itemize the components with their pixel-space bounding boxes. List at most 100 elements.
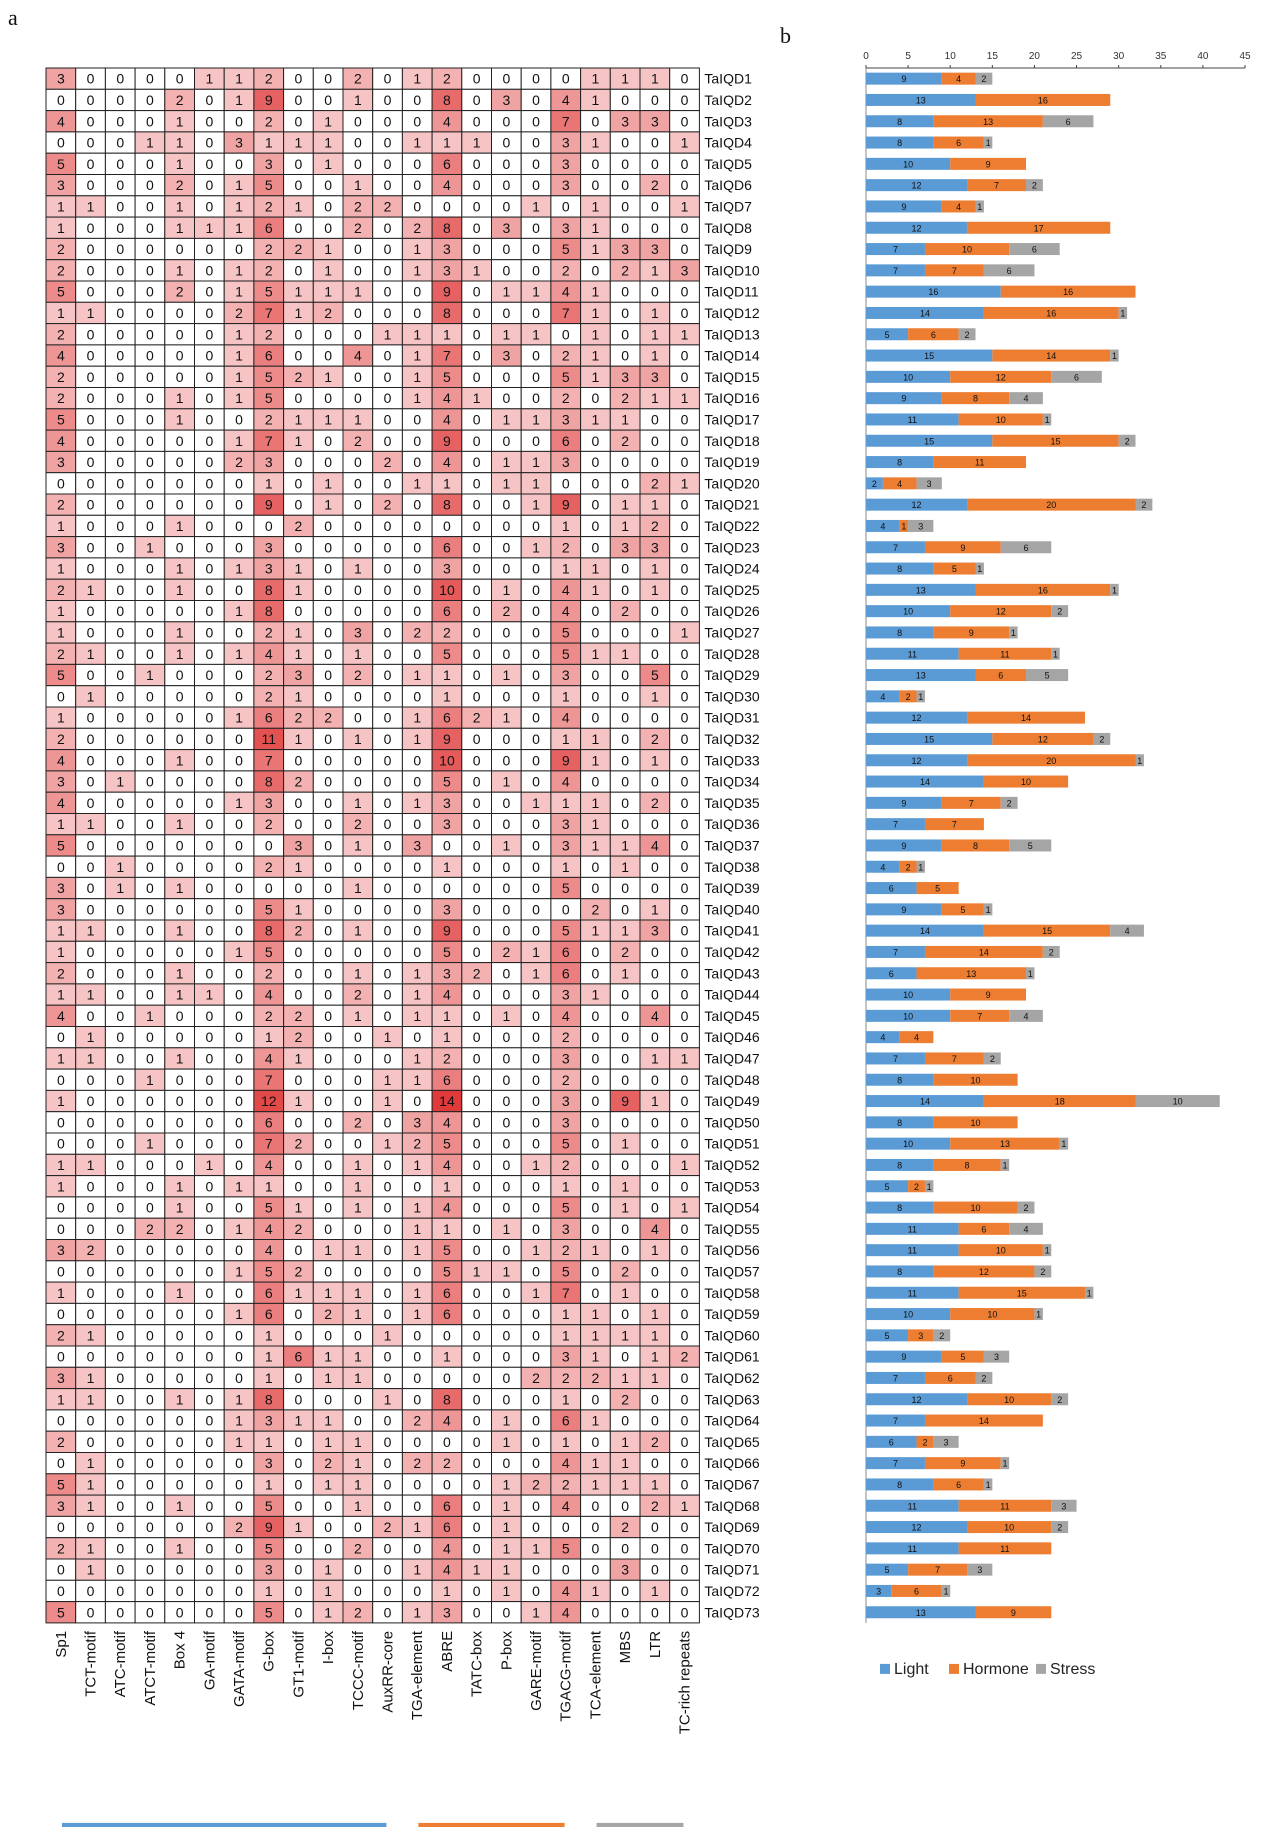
bar-value-label: 10 (970, 1075, 980, 1085)
heatmap-cell-value: 0 (651, 1285, 659, 1301)
heatmap-cell-value: 0 (532, 92, 540, 108)
heatmap-cell-value: 0 (502, 880, 510, 896)
bar-value-label: 2 (1125, 436, 1130, 446)
heatmap-cell-value: 0 (681, 603, 689, 619)
bar-value-label: 14 (979, 947, 989, 957)
heatmap-cell-value: 0 (532, 646, 540, 662)
heatmap-cell-value: 0 (384, 1157, 392, 1173)
heatmap-cell-value: 1 (176, 113, 184, 129)
heatmap-cell-value: 0 (621, 1157, 629, 1173)
heatmap-cell-value: 2 (265, 198, 273, 214)
heatmap-cell-value: 1 (413, 390, 421, 406)
heatmap-cell-value: 0 (384, 92, 392, 108)
heatmap-cell-value: 1 (176, 561, 184, 577)
heatmap-cell-value: 0 (205, 1306, 213, 1322)
heatmap-cell-value: 0 (473, 561, 481, 577)
heatmap-cell-value: 0 (116, 667, 124, 683)
heatmap-cell-value: 1 (651, 752, 659, 768)
heatmap-cell-value: 1 (681, 1157, 689, 1173)
bar-value-label: 8 (897, 1203, 902, 1213)
heatmap-cell-value: 7 (265, 305, 273, 321)
heatmap-cell-value: 0 (176, 1072, 184, 1088)
heatmap-cell-value: 1 (295, 561, 303, 577)
heatmap-cell-value: 1 (473, 135, 481, 151)
bar-value-label: 13 (983, 117, 993, 127)
bar-value-label: 1 (977, 202, 982, 212)
bar-value-label: 14 (1021, 713, 1031, 723)
heatmap-cell-value: 0 (87, 1349, 95, 1365)
heatmap-cell-value: 0 (176, 901, 184, 917)
gene-label: TaIQD1 (704, 71, 752, 87)
gene-label: TaIQD62 (704, 1370, 759, 1386)
heatmap-cell-value: 0 (502, 433, 510, 449)
heatmap-cell-value: 0 (384, 1242, 392, 1258)
heatmap-cell-value: 0 (681, 944, 689, 960)
heatmap-cell-value: 1 (265, 1178, 273, 1194)
heatmap-cell-value: 0 (592, 859, 600, 875)
heatmap-cell-value: 1 (324, 1370, 332, 1386)
heatmap-cell-value: 0 (87, 837, 95, 853)
heatmap-cell-value: 3 (562, 156, 570, 172)
heatmap-cell-value: 1 (384, 1327, 392, 1343)
heatmap-cell-value: 0 (502, 1604, 510, 1620)
bar-value-label: 9 (969, 628, 974, 638)
heatmap-cell-value: 0 (443, 1370, 451, 1386)
heatmap-cell-value: 0 (502, 688, 510, 704)
bar-value-label: 2 (1040, 1267, 1045, 1277)
heatmap-cell-value: 0 (57, 1114, 65, 1130)
heatmap-cell-value: 3 (562, 1093, 570, 1109)
heatmap-cell-value: 0 (532, 1200, 540, 1216)
heatmap-cell-value: 0 (681, 1434, 689, 1450)
heatmap-cell-value: 0 (502, 369, 510, 385)
bar-value-label: 1 (1061, 1139, 1066, 1149)
heatmap-cell-value: 10 (439, 752, 455, 768)
heatmap-cell-value: 0 (324, 1157, 332, 1173)
motif-column-label: TGA-element (409, 1630, 426, 1720)
heatmap-cell-value: 0 (532, 1008, 540, 1024)
heatmap-cell-value: 1 (354, 837, 362, 853)
heatmap-cell-value: 0 (651, 603, 659, 619)
heatmap-cell-value: 1 (87, 1391, 95, 1407)
heatmap-cell-value: 0 (324, 1029, 332, 1045)
heatmap-cell-value: 0 (621, 880, 629, 896)
heatmap-cell-value: 0 (502, 198, 510, 214)
heatmap-cell-value: 1 (532, 326, 540, 342)
bar-value-label: 1 (1120, 308, 1125, 318)
heatmap-cell-value: 0 (176, 497, 184, 513)
heatmap-cell-value: 0 (354, 475, 362, 491)
heatmap-cell-value: 0 (681, 369, 689, 385)
heatmap-cell-value: 0 (324, 1200, 332, 1216)
bar-value-label: 4 (880, 692, 885, 702)
bar-value-label: 13 (916, 671, 926, 681)
heatmap-cell-value: 0 (116, 1072, 124, 1088)
heatmap-cell-value: 0 (116, 1562, 124, 1578)
heatmap-cell-value: 0 (413, 859, 421, 875)
heatmap-cell-value: 8 (265, 582, 273, 598)
heatmap-cell-value: 1 (354, 1008, 362, 1024)
heatmap-cell-value: 1 (681, 475, 689, 491)
heatmap-cell-value: 0 (621, 731, 629, 747)
heatmap-cell-value: 1 (621, 497, 629, 513)
heatmap-cell-value: 3 (413, 1114, 421, 1130)
heatmap-cell-value: 3 (681, 262, 689, 278)
heatmap-cell-value: 0 (413, 433, 421, 449)
bar-value-label: 2 (1032, 181, 1037, 191)
heatmap-cell-value: 0 (532, 688, 540, 704)
heatmap-cell-value: 2 (57, 262, 65, 278)
bar-value-label: 1 (1112, 351, 1117, 361)
legend-label: Hormone (963, 1661, 1029, 1678)
gene-label: TaIQD10 (704, 262, 759, 278)
heatmap-cell-value: 0 (502, 965, 510, 981)
heatmap-cell-value: 0 (205, 667, 213, 683)
heatmap-cell-value: 3 (443, 901, 451, 917)
heatmap-cell-value: 0 (502, 646, 510, 662)
heatmap-cell-value: 0 (681, 646, 689, 662)
bar-value-label: 5 (960, 905, 965, 915)
heatmap-cell-value: 0 (205, 624, 213, 640)
heatmap-cell-value: 0 (205, 582, 213, 598)
gene-label: TaIQD9 (704, 241, 752, 257)
heatmap-cell-value: 0 (592, 1200, 600, 1216)
heatmap-cell-value: 0 (413, 1327, 421, 1343)
heatmap-cell-value: 0 (116, 262, 124, 278)
heatmap-cell-value: 0 (57, 1029, 65, 1045)
